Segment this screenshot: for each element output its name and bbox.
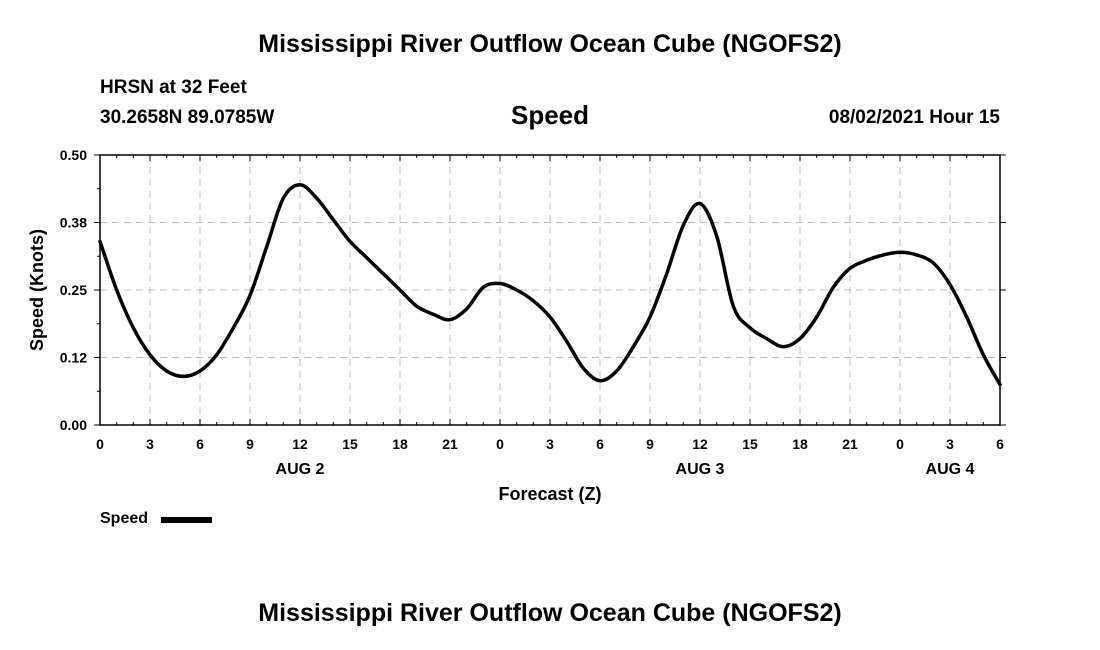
legend-swatch [161,517,212,523]
plot-title: Speed [510,100,590,130]
x-tick-label: 6 [596,436,604,452]
series-line-speed [98,182,1002,387]
axis-ticks [94,154,1006,426]
x-tick-label: 18 [392,436,408,452]
x-tick-label: 3 [146,436,154,452]
station-label: HRSN at 32 Feet [100,77,247,98]
series-layer [98,182,1002,387]
legend-label: Speed [100,510,149,527]
chart-title-bottom: Mississippi River Outflow Ocean Cube (NG… [258,599,842,627]
axis-labels: 0 3 6 9 12 15 18 21 0 3 6 9 12 15 18 21 0 3 6 0.00 0.12 0.25 0… [27,147,1004,504]
date-label: AUG 3 [676,461,725,478]
x-tick-label: 21 [442,436,458,452]
x-tick-label: 9 [646,436,654,452]
x-tick-label: 0 [896,436,904,452]
x-tick-label: 21 [842,436,858,452]
x-tick-label: 12 [692,436,708,452]
coordinates-label: 30.2658N 89.0785W [100,107,275,128]
x-tick-label: 9 [246,436,254,452]
y-tick-label: 0.38 [60,215,87,231]
chart-title-top: Mississippi River Outflow Ocean Cube (NG… [258,30,842,58]
x-tick-label: 3 [546,436,554,452]
x-tick-label: 18 [792,436,808,452]
grid-lines [100,155,1000,425]
x-tick-label: 0 [496,436,504,452]
x-tick-label: 15 [342,436,358,452]
date-label: AUG 2 [276,461,325,478]
y-tick-label: 0.00 [60,417,87,433]
x-tick-label: 15 [742,436,758,452]
date-label: AUG 4 [926,461,975,478]
x-tick-label: 6 [996,436,1004,452]
y-tick-label: 0.50 [60,147,87,163]
y-axis-label: Speed (Knots) [27,229,47,351]
x-tick-label: 3 [946,436,954,452]
y-tick-label: 0.12 [60,350,87,366]
y-tick-label: 0.25 [60,282,87,298]
x-axis-label: Forecast (Z) [498,484,601,504]
x-tick-label: 12 [292,436,308,452]
x-tick-label: 0 [96,436,104,452]
timestamp-label: 08/02/2021 Hour 15 [828,107,1000,128]
x-tick-label: 6 [196,436,204,452]
